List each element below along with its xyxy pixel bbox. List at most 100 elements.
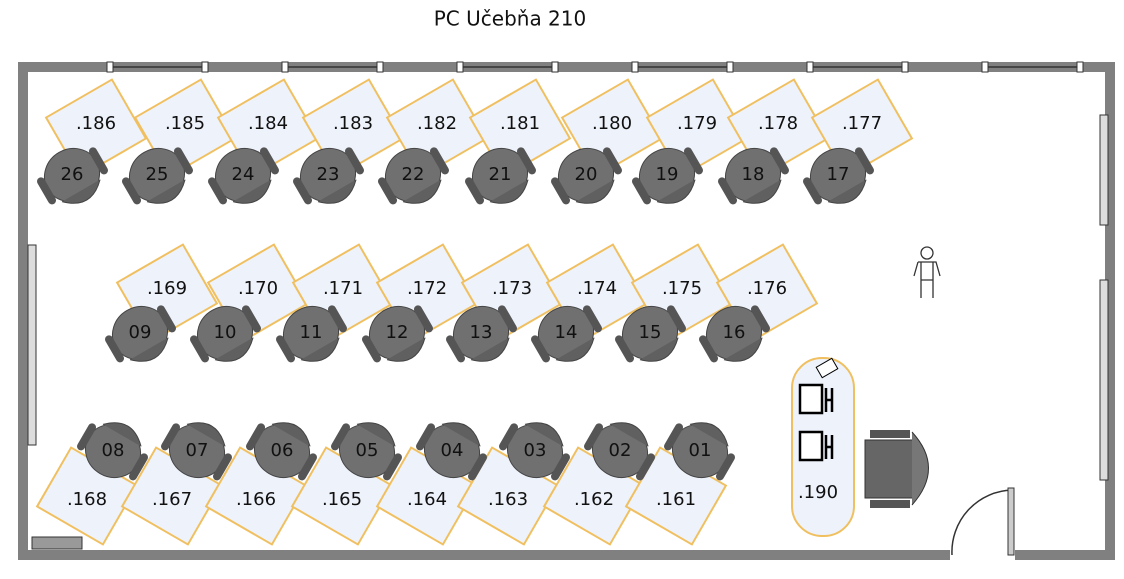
chair-arm (551, 177, 571, 205)
seat-number: 13 (470, 322, 493, 343)
chair-back (61, 179, 101, 204)
chair-arm (344, 147, 364, 175)
chair (77, 422, 148, 481)
chair (161, 422, 232, 481)
chair-back (609, 422, 649, 447)
chair-back (102, 422, 142, 447)
desk-ip: .162 (574, 489, 614, 510)
chair-back (300, 337, 340, 362)
desk-ip: .175 (662, 278, 702, 299)
chair-back (186, 422, 226, 447)
chair (499, 422, 570, 481)
chairs (37, 147, 874, 481)
desk-ip: .173 (492, 278, 532, 299)
seat-number: 20 (575, 164, 598, 185)
chair-arm (715, 453, 735, 481)
chair-arm (854, 147, 874, 175)
desk-ip: .163 (488, 489, 528, 510)
seat-number: 17 (827, 164, 850, 185)
chair-arm (467, 453, 487, 481)
board-left (27, 244, 37, 446)
chair-back (470, 337, 510, 362)
seat-number: 21 (489, 164, 512, 185)
window-frame (456, 61, 464, 73)
chair-back (827, 179, 867, 204)
chair-back (317, 179, 357, 204)
seat-number: 10 (214, 322, 237, 343)
chair-arm (297, 453, 317, 481)
board-right (1099, 114, 1109, 226)
chair-arm (212, 453, 232, 481)
chair-arm (276, 335, 296, 363)
window-frame (1076, 61, 1084, 73)
chair-arm (246, 423, 266, 451)
chair (122, 147, 193, 205)
chair-arm (615, 335, 635, 363)
seat-number: 26 (61, 164, 84, 185)
chair-back (441, 422, 481, 447)
chair-back (524, 422, 564, 447)
chair-arm (378, 177, 398, 205)
chair-arm (208, 177, 228, 205)
desk-ip: .168 (67, 489, 107, 510)
seat-number: 04 (441, 440, 464, 461)
chair (632, 147, 703, 205)
chair-arm (429, 147, 449, 175)
chair-arm (465, 177, 485, 205)
seat-number: 05 (356, 440, 379, 461)
desk-ip: .177 (842, 113, 882, 134)
chair-back (575, 179, 615, 204)
seat-number: 06 (271, 440, 294, 461)
chair-back (402, 179, 442, 204)
window-frame (726, 61, 734, 73)
teacher-chair (864, 430, 929, 508)
title: PC Učebňa 210 (434, 7, 586, 31)
seat-number: 25 (146, 164, 169, 185)
seat-number: 24 (232, 164, 255, 185)
chair-arm (382, 453, 402, 481)
chair (276, 305, 347, 363)
chair-back (271, 422, 311, 447)
chair-arm (550, 453, 570, 481)
teacher-desk: .190 (791, 357, 855, 537)
chair-back (555, 337, 595, 362)
chair-arm (105, 335, 125, 363)
chair-back (689, 422, 729, 447)
chair (446, 305, 517, 363)
chair-arm (516, 147, 536, 175)
room-walls (18, 62, 1115, 561)
window-frame (201, 61, 209, 73)
seat-number: 15 (639, 322, 662, 343)
window-frame (631, 61, 639, 73)
seat-number: 14 (555, 322, 578, 343)
chair-arm (190, 335, 210, 363)
window-frame (981, 61, 989, 73)
chair-arm (602, 147, 622, 175)
desk-ip: .169 (147, 278, 187, 299)
window-frame (281, 61, 289, 73)
chair (208, 147, 279, 205)
desk-ip: .183 (333, 113, 373, 134)
desk-ip: .181 (500, 113, 540, 134)
desk-ip: .178 (758, 113, 798, 134)
chair (293, 147, 364, 205)
chair (190, 305, 261, 363)
desk-ip: .176 (747, 278, 787, 299)
chair-arm (499, 423, 519, 451)
chair (105, 305, 176, 363)
desk-ip: .185 (165, 113, 205, 134)
seat-number: 11 (300, 322, 323, 343)
seat-number: 19 (656, 164, 679, 185)
chair-back (723, 337, 763, 362)
windows (106, 61, 1084, 73)
seat-number: 12 (386, 322, 409, 343)
chair (584, 422, 655, 481)
chair-arm (259, 147, 279, 175)
chair-arm (531, 335, 551, 363)
seat-number: 03 (524, 440, 547, 461)
seat-number: 09 (129, 322, 152, 343)
window-frame (901, 61, 909, 73)
desk-ip: .165 (322, 489, 362, 510)
chair-arm (718, 177, 738, 205)
chair-arm (632, 177, 652, 205)
